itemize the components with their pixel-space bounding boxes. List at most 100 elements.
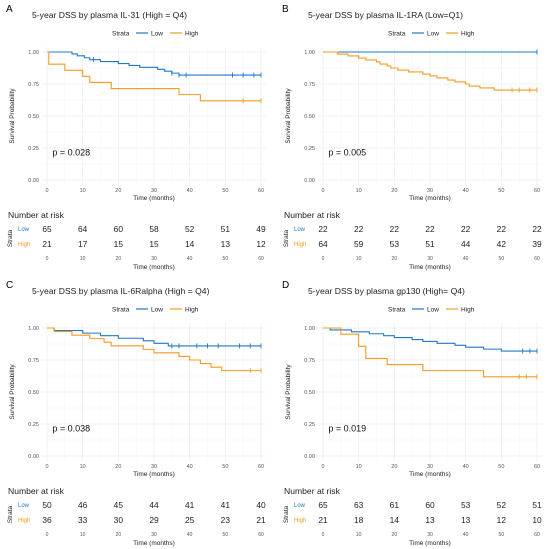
risk-x-tick-label: 20: [116, 256, 122, 262]
risk-value: 53: [461, 500, 471, 510]
risk-value: 49: [256, 224, 266, 234]
risk-value: 45: [114, 500, 124, 510]
legend-title: Strata: [112, 31, 130, 38]
legend-label-low: Low: [427, 307, 439, 314]
legend: Strata Low High: [388, 307, 475, 314]
chart-title: 5-year DSS by plasma IL-31 (High = Q4): [32, 10, 187, 20]
y-tick-label: 1.00: [304, 50, 315, 56]
risk-value: 61: [390, 500, 400, 510]
risk-value: 13: [425, 515, 435, 525]
risk-table-title: Number at risk: [8, 210, 65, 220]
legend: Strata Low High: [388, 31, 475, 38]
risk-x-tick-label: 30: [427, 532, 433, 538]
x-tick-label: 20: [115, 464, 121, 470]
risk-value: 64: [78, 224, 88, 234]
legend-title: Strata: [388, 307, 406, 314]
risk-value: 15: [114, 239, 124, 249]
x-tick-label: 60: [258, 464, 264, 470]
risk-table-title: Number at risk: [284, 210, 341, 220]
x-tick-label: 0: [45, 188, 48, 194]
y-tick-label: 0.25: [304, 146, 315, 152]
legend-title: Strata: [112, 307, 130, 314]
legend-label-low: Low: [427, 31, 439, 38]
y-tick-label: 0.25: [28, 146, 39, 152]
survival-curve-low: [323, 327, 537, 352]
risk-value: 21: [318, 515, 328, 525]
legend-label-high: High: [185, 31, 199, 38]
x-tick-label: 60: [534, 464, 540, 470]
x-tick-label: 10: [356, 188, 362, 194]
risk-table-title: Number at risk: [284, 486, 341, 496]
risk-x-tick-label: 50: [499, 256, 505, 262]
risk-value: 33: [78, 515, 88, 525]
risk-value: 12: [497, 515, 507, 525]
risk-x-tick-label: 50: [223, 532, 229, 538]
risk-strata-label: Strata: [7, 229, 14, 247]
x-tick-label: 0: [321, 464, 324, 470]
y-tick-label: 0.50: [28, 390, 39, 396]
risk-value: 59: [354, 239, 364, 249]
panel-letter: D: [282, 280, 289, 291]
risk-value: 21: [42, 239, 52, 249]
risk-row-label-low: Low: [18, 227, 30, 233]
x-tick-label: 0: [321, 188, 324, 194]
x-tick-label: 10: [80, 188, 86, 194]
risk-x-tick-label: 60: [258, 256, 264, 262]
risk-row-label-low: Low: [18, 503, 30, 509]
risk-value: 15: [149, 239, 159, 249]
chart-title: 5-year DSS by plasma gp130 (High= Q4): [308, 286, 465, 296]
risk-x-tick-label: 30: [151, 256, 157, 262]
risk-x-tick-label: 0: [322, 532, 325, 538]
x-axis-label: Time (months): [409, 471, 451, 478]
risk-row-label-high: High: [294, 242, 306, 248]
risk-value: 63: [354, 500, 364, 510]
risk-value: 51: [532, 500, 542, 510]
risk-x-tick-label: 60: [534, 532, 540, 538]
risk-value: 65: [42, 224, 52, 234]
x-tick-label: 50: [222, 188, 228, 194]
x-tick-label: 40: [187, 188, 193, 194]
risk-value: 42: [497, 239, 507, 249]
panel-letter: B: [282, 4, 289, 15]
risk-value: 64: [318, 239, 328, 249]
y-axis-label: Survival Probability: [9, 88, 16, 144]
risk-value: 17: [78, 239, 88, 249]
y-tick-label: 0.75: [304, 358, 315, 364]
grid: [318, 47, 542, 185]
risk-x-axis-label: Time (months): [409, 264, 451, 271]
risk-x-tick-label: 0: [46, 532, 49, 538]
y-tick-label: 0.25: [304, 422, 315, 428]
panel-c: C 5-year DSS by plasma IL-6Ralpha (High =…: [6, 280, 266, 547]
risk-value: 22: [354, 224, 364, 234]
y-tick-label: 0.50: [304, 390, 315, 396]
risk-row-label-high: High: [294, 518, 306, 524]
risk-x-tick-label: 40: [187, 532, 193, 538]
risk-x-axis-label: Time (months): [409, 540, 451, 547]
y-axis-label: Survival Probability: [9, 364, 16, 420]
risk-x-tick-label: 40: [187, 256, 193, 262]
grid: [42, 47, 266, 185]
risk-value: 65: [318, 500, 328, 510]
y-axis-label: Survival Probability: [285, 88, 292, 144]
panel-letter: A: [6, 4, 13, 15]
p-value: p = 0.019: [328, 424, 366, 434]
y-tick-label: 0.00: [28, 178, 39, 184]
risk-value: 29: [149, 515, 159, 525]
risk-value: 13: [461, 515, 471, 525]
y-tick-label: 1.00: [304, 326, 315, 332]
legend-label-high: High: [185, 307, 199, 314]
legend: Strata Low High: [112, 31, 199, 38]
y-tick-label: 0.00: [304, 178, 315, 184]
x-tick-label: 30: [151, 188, 157, 194]
x-tick-label: 20: [391, 464, 397, 470]
panel-b: B 5-year DSS by plasma IL-1RA (Low=Q1) Str…: [282, 4, 542, 271]
risk-row-label-high: High: [18, 242, 30, 248]
risk-value: 60: [114, 224, 124, 234]
risk-table-title: Number at risk: [8, 486, 65, 496]
x-axis-label: Time (months): [409, 195, 451, 202]
panel-letter: C: [6, 280, 13, 291]
chart-title: 5-year DSS by plasma IL-6Ralpha (High = …: [32, 286, 210, 296]
y-tick-label: 0.00: [28, 454, 39, 460]
risk-value: 40: [256, 500, 266, 510]
risk-value: 60: [425, 500, 435, 510]
